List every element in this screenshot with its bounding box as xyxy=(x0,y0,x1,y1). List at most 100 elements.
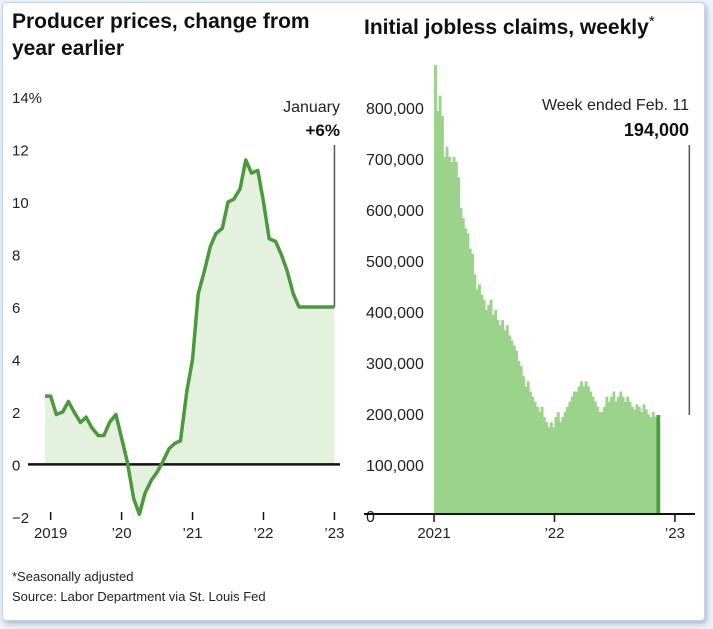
bar xyxy=(621,396,625,514)
x-tick-label: ’22 xyxy=(544,525,564,542)
bar xyxy=(575,391,579,514)
bar xyxy=(480,294,484,514)
bar xyxy=(517,360,521,514)
bar xyxy=(556,411,560,514)
bar xyxy=(549,422,553,514)
bar xyxy=(591,396,595,514)
bar xyxy=(533,401,537,514)
bar xyxy=(654,417,658,514)
bar xyxy=(501,320,505,514)
bar xyxy=(545,422,549,514)
jobless-claims-chart: 0 100,000 200,000 300,000 400,000 500,000 600,… xyxy=(364,65,695,542)
bar xyxy=(468,248,472,514)
y-tick-label: 200,000 xyxy=(366,407,424,424)
y-tick-label: 2 xyxy=(12,405,20,422)
bar xyxy=(482,299,486,514)
y-tick-label: −2 xyxy=(12,510,29,527)
bar xyxy=(538,411,542,514)
bar xyxy=(471,253,475,514)
bar xyxy=(589,391,593,514)
bar xyxy=(552,427,556,514)
chart-card xyxy=(2,2,705,621)
bar xyxy=(528,391,532,514)
bar xyxy=(566,406,569,514)
left-chart-title: Producer prices, change from year earlie… xyxy=(12,8,352,62)
bar xyxy=(635,404,639,514)
bar xyxy=(436,110,440,514)
bar xyxy=(603,406,607,514)
bar xyxy=(498,325,502,514)
bar xyxy=(619,391,623,514)
x-tick-label: ’23 xyxy=(324,525,344,542)
bar xyxy=(515,350,519,514)
bar xyxy=(610,396,613,514)
y-tick-label: 10 xyxy=(12,195,29,212)
bar xyxy=(596,406,600,514)
bar xyxy=(593,401,597,514)
bar xyxy=(494,309,498,514)
bar xyxy=(582,386,586,514)
right-chart-title: Initial jobless claims, weekly* xyxy=(364,8,694,41)
right-chart-title-text: Initial jobless claims, weekly xyxy=(364,16,649,39)
bar xyxy=(487,304,491,514)
bar xyxy=(554,417,558,514)
bar xyxy=(637,406,641,514)
bar xyxy=(445,146,449,515)
bar xyxy=(586,386,590,514)
x-tick-label: 2021 xyxy=(417,525,450,542)
bar xyxy=(464,228,468,515)
bar xyxy=(584,381,588,514)
bar xyxy=(612,391,616,514)
bar xyxy=(450,161,454,514)
bar xyxy=(438,95,442,514)
bar xyxy=(600,411,604,514)
bar xyxy=(547,427,551,514)
ppi-series-line xyxy=(44,158,335,517)
bar xyxy=(623,401,627,514)
x-tick-label: ’22 xyxy=(253,525,273,542)
bar xyxy=(505,325,509,514)
bar xyxy=(640,411,644,514)
y-tick-label: 8 xyxy=(12,247,20,264)
bar xyxy=(628,401,632,514)
y-tick-label: 12 xyxy=(12,142,29,159)
bar xyxy=(522,376,525,514)
bar xyxy=(535,406,539,514)
bar xyxy=(563,411,567,514)
source-note: Source: Labor Department via St. Louis F… xyxy=(12,589,266,604)
bar xyxy=(440,116,444,514)
x-tick-label: ’21 xyxy=(183,525,203,542)
bar xyxy=(617,396,620,514)
bar xyxy=(526,381,530,514)
bar xyxy=(605,396,609,514)
bar xyxy=(491,315,495,514)
bar xyxy=(473,274,477,514)
annotation-label: January xyxy=(283,99,340,116)
bar xyxy=(466,233,470,514)
bar xyxy=(524,386,528,514)
bar xyxy=(531,396,535,514)
bar xyxy=(454,161,458,514)
bar xyxy=(573,391,576,514)
bar xyxy=(452,156,456,514)
y-tick-label: 700,000 xyxy=(366,152,424,169)
bar xyxy=(577,386,581,514)
bar xyxy=(644,409,648,514)
bar xyxy=(542,417,546,514)
annotation-label: Week ended Feb. 11 xyxy=(542,97,689,114)
y-tick-label: 600,000 xyxy=(366,203,424,220)
y-tick-label: 14% xyxy=(12,90,42,107)
bar xyxy=(510,340,514,514)
bar xyxy=(559,422,563,514)
y-tick-label: 500,000 xyxy=(366,254,424,271)
y-tick-label: 0 xyxy=(12,457,20,474)
left-chart-title-text: Producer prices, change from year earlie… xyxy=(12,10,310,60)
bar xyxy=(540,406,544,514)
bar xyxy=(503,330,507,514)
bar xyxy=(607,401,611,514)
bar xyxy=(614,401,618,514)
bar xyxy=(570,396,574,514)
y-tick-label: 100,000 xyxy=(366,458,424,475)
bar xyxy=(484,309,488,514)
bar xyxy=(512,345,516,514)
